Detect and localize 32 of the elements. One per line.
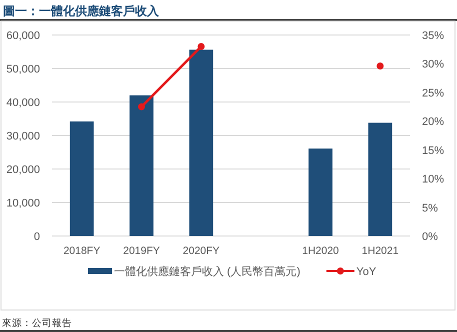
y2-tick-label: 5% [422, 202, 438, 214]
y-tick-label: 30,000 [6, 130, 40, 142]
y2-tick-label: 20% [422, 116, 444, 128]
y2-tick-label: 25% [422, 87, 444, 100]
x-tick-label: 1H2021 [362, 245, 399, 257]
x-tick-label: 2018FY [63, 245, 100, 257]
y2-tick-label: 30% [422, 58, 444, 71]
point [138, 103, 145, 110]
bar [368, 122, 392, 236]
text: 來源：公司報告 [2, 317, 72, 329]
legend-label: YoY [356, 266, 377, 278]
y2-tick-label: 15% [422, 144, 444, 157]
bar [70, 121, 94, 236]
x-tick-label: 2019FY [123, 245, 160, 257]
bar [130, 95, 154, 236]
y-tick-label: 10,000 [6, 198, 40, 210]
bar [189, 50, 214, 236]
chart-title: 圖一：一體化供應鏈客戶收入 [3, 4, 160, 18]
y2-tick-label: 35% [422, 30, 444, 42]
y-tick-label: 0 [34, 231, 40, 243]
y-tick-label: 60,000 [6, 30, 40, 42]
y-tick-label: 20,000 [6, 164, 40, 176]
point [198, 42, 205, 50]
x-tick-label: 1H2020 [302, 245, 340, 257]
y2-tick-label: 10% [422, 174, 444, 186]
legend-label: 一體化供應鏈客戶收入 (人民幣百萬元) [114, 265, 300, 278]
y-tick-label: 40,000 [6, 97, 40, 109]
y2-tick-label: 0% [422, 231, 438, 243]
bar [308, 148, 332, 236]
y-tick-label: 50,000 [6, 64, 40, 76]
point [376, 62, 384, 70]
x-tick-label: 2020FY [182, 245, 220, 257]
